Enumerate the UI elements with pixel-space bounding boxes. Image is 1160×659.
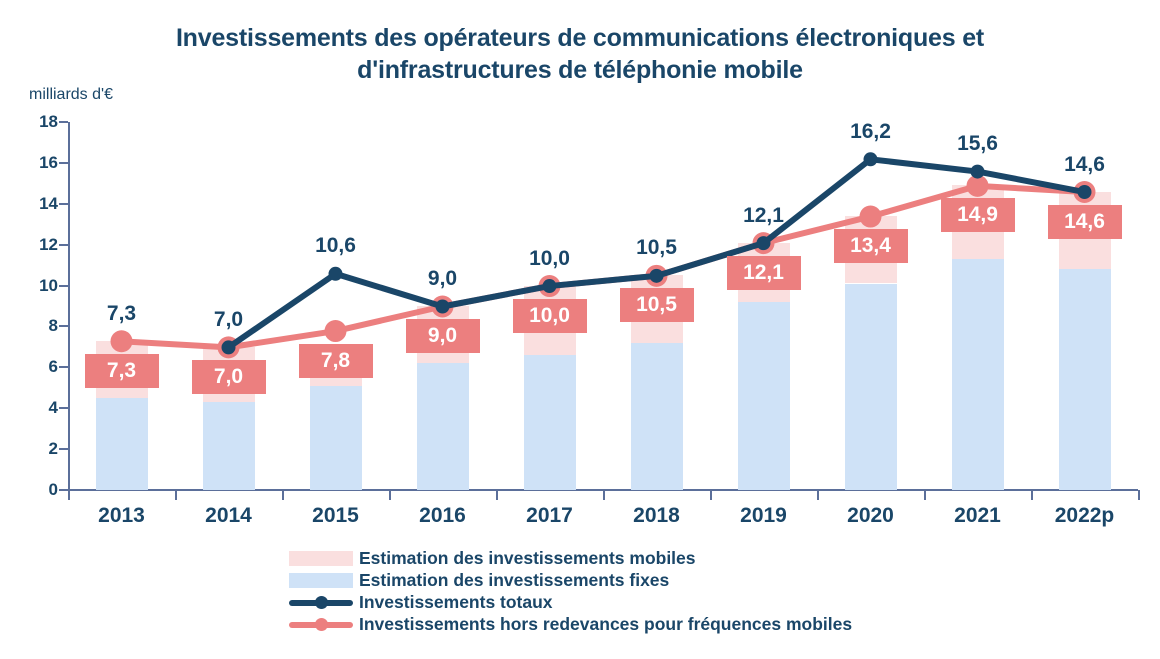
legend-item-mobile[interactable]: Estimation des investissements mobiles xyxy=(289,548,989,569)
legend-label-mobile: Estimation des investissements mobiles xyxy=(359,548,696,568)
y-axis-tick-label: 14 xyxy=(39,193,58,213)
bar-group[interactable] xyxy=(202,122,255,490)
y-axis-tick xyxy=(59,366,68,369)
y-axis-tick xyxy=(59,243,68,246)
x-axis-category-label: 2017 xyxy=(526,504,573,527)
bar-segment-fixe xyxy=(951,258,1004,490)
y-axis-tick-label: 8 xyxy=(48,316,58,336)
legend-label-fixe: Estimation des investissements fixes xyxy=(359,570,670,590)
y-axis-tick xyxy=(59,284,68,287)
x-axis-category-label: 2021 xyxy=(954,504,1001,527)
x-axis-tick xyxy=(389,490,391,500)
x-axis-category-label: 2016 xyxy=(419,504,466,527)
bar-value-label: 7,0 xyxy=(191,359,266,394)
y-axis-tick xyxy=(59,161,68,164)
y-axis-unit-label: milliards d'€ xyxy=(29,86,113,103)
bar-value-label: 13,4 xyxy=(833,229,908,264)
y-axis-line xyxy=(68,122,70,491)
bar-value-label: 7,8 xyxy=(298,343,373,378)
total-value-label: 10,5 xyxy=(636,236,677,260)
bar-group[interactable] xyxy=(844,122,897,490)
total-value-label: 7,0 xyxy=(213,307,244,331)
x-axis-tick xyxy=(710,490,712,500)
bar-value-label: 9,0 xyxy=(405,319,480,353)
y-axis-tick-label: 10 xyxy=(39,275,58,295)
legend-label-hors-redevances: Investissements hors redevances pour fré… xyxy=(359,614,853,634)
y-axis-tick-label: 18 xyxy=(39,112,58,131)
y-axis-tick-label: 2 xyxy=(48,439,58,459)
y-axis-tick-label: 12 xyxy=(39,234,58,254)
y-axis-tick-label: 6 xyxy=(48,357,58,377)
chart-title-line-2: d'infrastructures de téléphonie mobile xyxy=(357,56,803,84)
y-axis-tick xyxy=(59,448,68,451)
bar-value-label: 14,6 xyxy=(1047,204,1122,239)
x-axis-category-label: 2013 xyxy=(98,504,145,527)
bar-group[interactable] xyxy=(951,122,1004,490)
total-value-label: 12,1 xyxy=(743,203,784,227)
total-value-label: 10,0 xyxy=(529,246,570,270)
x-axis-tick xyxy=(1138,490,1140,500)
total-value-label: 15,6 xyxy=(957,132,998,156)
bar-value-label: 14,9 xyxy=(940,198,1015,233)
bar-segment-fixe xyxy=(630,342,683,490)
x-axis-tick xyxy=(603,490,605,500)
bar-value-label: 7,3 xyxy=(84,353,159,388)
bar-segment-fixe xyxy=(523,355,576,490)
chart-title-line-1: Investissements des opérateurs de commun… xyxy=(175,24,985,52)
total-value-label: 7,3 xyxy=(106,301,137,325)
bar-value-label: 10,5 xyxy=(619,288,694,323)
x-axis-tick xyxy=(175,490,177,500)
chart-title: Investissements des opérateurs de commun… xyxy=(130,22,1030,86)
legend-swatch-mobile xyxy=(289,551,353,566)
x-axis-tick xyxy=(496,490,498,500)
bar-group[interactable] xyxy=(1058,122,1111,490)
legend-marker-totaux xyxy=(289,592,353,613)
x-axis-category-label: 2018 xyxy=(633,504,680,527)
x-axis-category-label: 2020 xyxy=(847,504,894,527)
x-axis-category-label: 2022p xyxy=(1054,504,1115,527)
bar-group[interactable] xyxy=(309,122,362,490)
y-axis-tick-label: 16 xyxy=(39,152,58,172)
x-axis-tick xyxy=(817,490,819,500)
y-axis-tick-label: 0 xyxy=(48,480,58,499)
plot-area xyxy=(59,121,1140,500)
legend-item-fixe[interactable]: Estimation des investissements fixes xyxy=(289,570,989,591)
legend-marker-hors-redevances xyxy=(289,614,353,635)
total-value-label: 14,6 xyxy=(1064,152,1105,176)
bar-segment-fixe xyxy=(202,402,255,490)
legend-item-hors-redevances[interactable]: Investissements hors redevances pour fré… xyxy=(289,614,989,635)
legend-label-totaux: Investissements totaux xyxy=(359,592,553,612)
total-value-label: 9,0 xyxy=(427,267,458,290)
chart-legend: Estimation des investissements mobiles E… xyxy=(289,548,989,636)
bar-value-label: 10,0 xyxy=(512,298,587,333)
y-axis-tick xyxy=(59,202,68,205)
y-axis-tick-label: 4 xyxy=(48,398,58,418)
y-axis-tick xyxy=(59,407,68,410)
legend-item-totaux[interactable]: Investissements totaux xyxy=(289,592,989,613)
x-axis-tick xyxy=(68,490,70,500)
x-axis-category-label: 2015 xyxy=(312,504,359,527)
bar-segment-fixe xyxy=(95,398,148,490)
bar-segment-fixe xyxy=(309,385,362,490)
bar-segment-fixe xyxy=(1058,269,1111,490)
bar-group[interactable] xyxy=(737,122,790,490)
y-axis-tick xyxy=(59,121,68,123)
bar-segment-fixe xyxy=(737,301,790,490)
x-axis-tick xyxy=(924,490,926,500)
x-axis-category-label: 2019 xyxy=(740,504,787,527)
bar-group[interactable] xyxy=(416,122,469,490)
legend-swatch-fixe xyxy=(289,573,353,588)
y-axis-tick-labels: 0 2 4 6 8 10 12 14 16 18 xyxy=(12,112,58,499)
x-axis-category-label: 2014 xyxy=(205,504,252,527)
x-axis-tick xyxy=(1031,490,1033,500)
x-axis-tick xyxy=(282,490,284,500)
bar-value-label: 12,1 xyxy=(726,255,801,290)
bar-segment-fixe xyxy=(416,363,469,490)
y-axis-tick xyxy=(59,489,68,491)
y-axis-tick xyxy=(59,325,68,328)
total-value-label: 10,6 xyxy=(315,234,356,258)
total-value-label: 16,2 xyxy=(850,119,891,143)
bar-segment-fixe xyxy=(844,283,897,490)
